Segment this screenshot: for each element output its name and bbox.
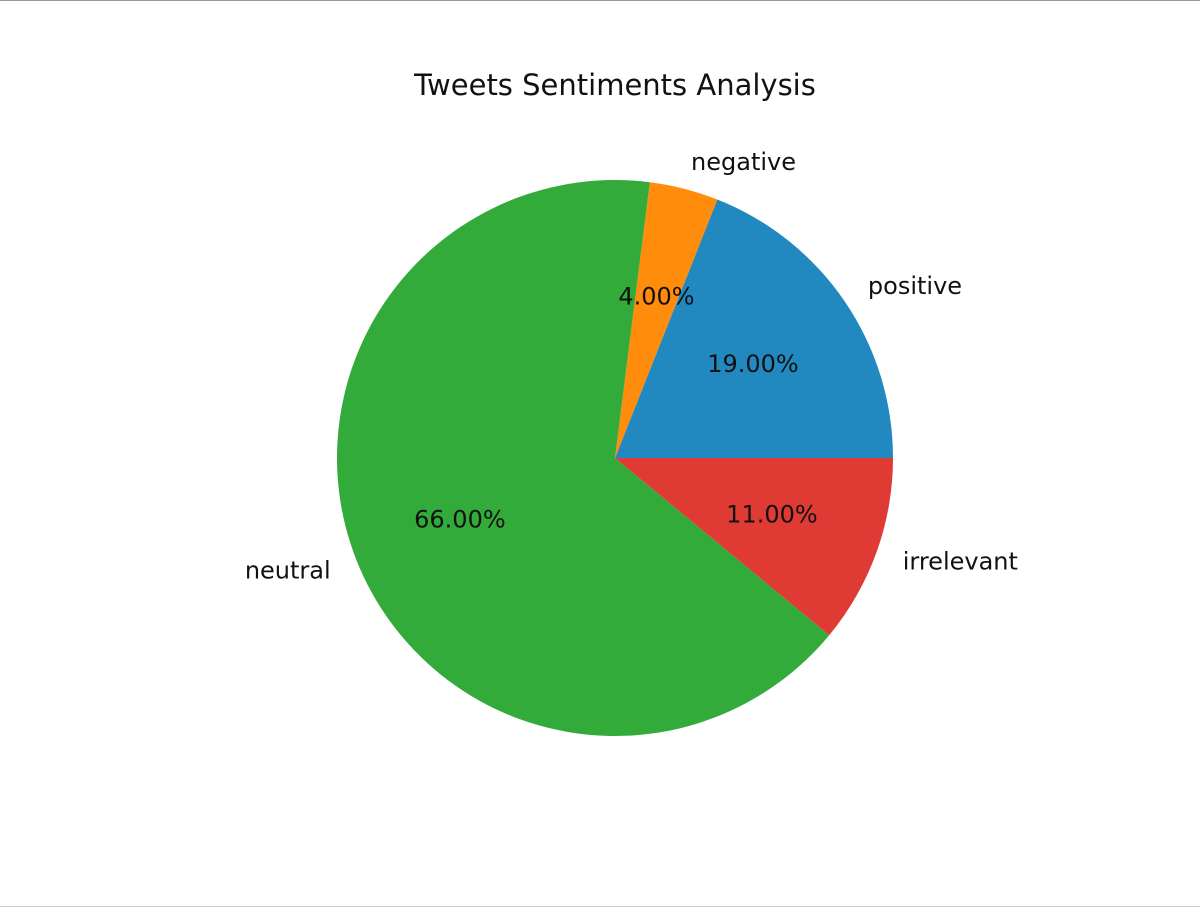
pie-slice-irrelevant bbox=[615, 458, 893, 636]
pie-percent-label-negative: 4.00% bbox=[618, 282, 694, 310]
pie-category-label-neutral: neutral bbox=[245, 557, 331, 585]
pie-slice-positive bbox=[615, 199, 893, 458]
pie-percent-label-neutral: 66.00% bbox=[414, 505, 506, 533]
chart-title: Tweets Sentiments Analysis bbox=[413, 68, 816, 102]
pie-slice-neutral bbox=[336, 179, 830, 736]
pie-category-label-negative: negative bbox=[691, 148, 796, 176]
pie-slice-negative bbox=[615, 182, 718, 458]
pie-category-label-positive: positive bbox=[868, 272, 962, 300]
pie-percent-label-positive: 19.00% bbox=[707, 350, 799, 378]
pie-category-label-irrelevant: irrelevant bbox=[903, 548, 1018, 576]
pie-slices bbox=[336, 179, 893, 736]
pie-percent-label-irrelevant: 11.00% bbox=[726, 501, 818, 529]
pie-labels: 19.00% positive 4.00% negative 66.00% neutral… bbox=[245, 148, 1018, 585]
